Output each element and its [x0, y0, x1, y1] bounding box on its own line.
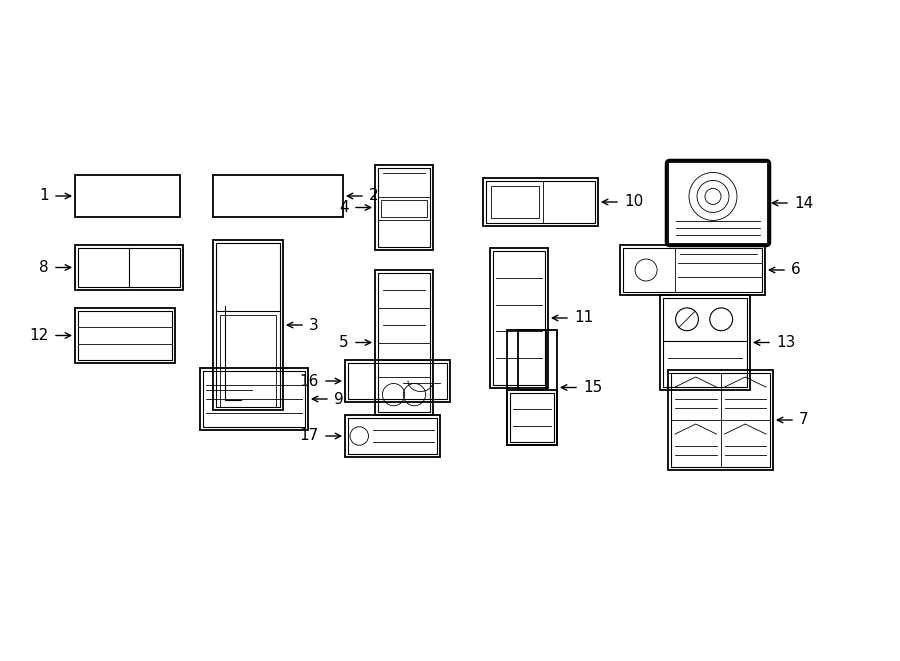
Bar — [490, 248, 548, 388]
Bar — [381, 200, 427, 217]
Bar — [375, 165, 433, 250]
Bar — [213, 175, 343, 217]
Bar — [78, 248, 180, 287]
Text: 15: 15 — [583, 380, 602, 395]
Text: 7: 7 — [799, 412, 808, 428]
Bar — [518, 330, 545, 390]
Bar — [486, 181, 595, 223]
Bar — [216, 243, 280, 407]
Bar — [493, 251, 545, 385]
Text: 13: 13 — [776, 335, 796, 350]
Bar — [507, 330, 557, 445]
Bar — [510, 393, 554, 442]
Text: 6: 6 — [791, 262, 801, 278]
Bar — [75, 245, 183, 290]
Text: 5: 5 — [339, 335, 349, 350]
Text: 2: 2 — [369, 188, 379, 204]
Bar — [668, 370, 773, 470]
Bar — [671, 373, 770, 467]
Text: 9: 9 — [334, 391, 344, 407]
Bar — [668, 162, 768, 244]
Bar — [348, 418, 437, 454]
Bar — [620, 245, 765, 295]
Bar — [378, 273, 430, 412]
Bar — [78, 311, 172, 360]
Bar — [200, 368, 308, 430]
Bar — [75, 175, 180, 217]
Text: 11: 11 — [574, 311, 593, 325]
Text: 4: 4 — [339, 200, 349, 215]
Text: 8: 8 — [40, 260, 49, 275]
Bar — [203, 371, 305, 427]
Text: 17: 17 — [300, 428, 319, 444]
Bar — [623, 248, 762, 292]
Bar — [213, 240, 283, 410]
Text: 10: 10 — [624, 194, 644, 210]
Bar — [75, 308, 175, 363]
Bar — [483, 178, 598, 226]
Bar — [375, 270, 433, 415]
Text: 14: 14 — [794, 196, 814, 210]
Bar — [345, 360, 450, 402]
Bar — [491, 186, 539, 218]
Bar — [220, 315, 276, 407]
Text: 16: 16 — [300, 373, 319, 389]
Bar — [348, 363, 447, 399]
Text: 3: 3 — [309, 317, 319, 332]
Bar — [507, 390, 557, 445]
Bar — [663, 298, 747, 387]
Text: 12: 12 — [30, 328, 49, 343]
Bar — [378, 168, 430, 247]
Text: 1: 1 — [40, 188, 49, 204]
Bar — [660, 295, 750, 390]
Bar — [345, 415, 440, 457]
